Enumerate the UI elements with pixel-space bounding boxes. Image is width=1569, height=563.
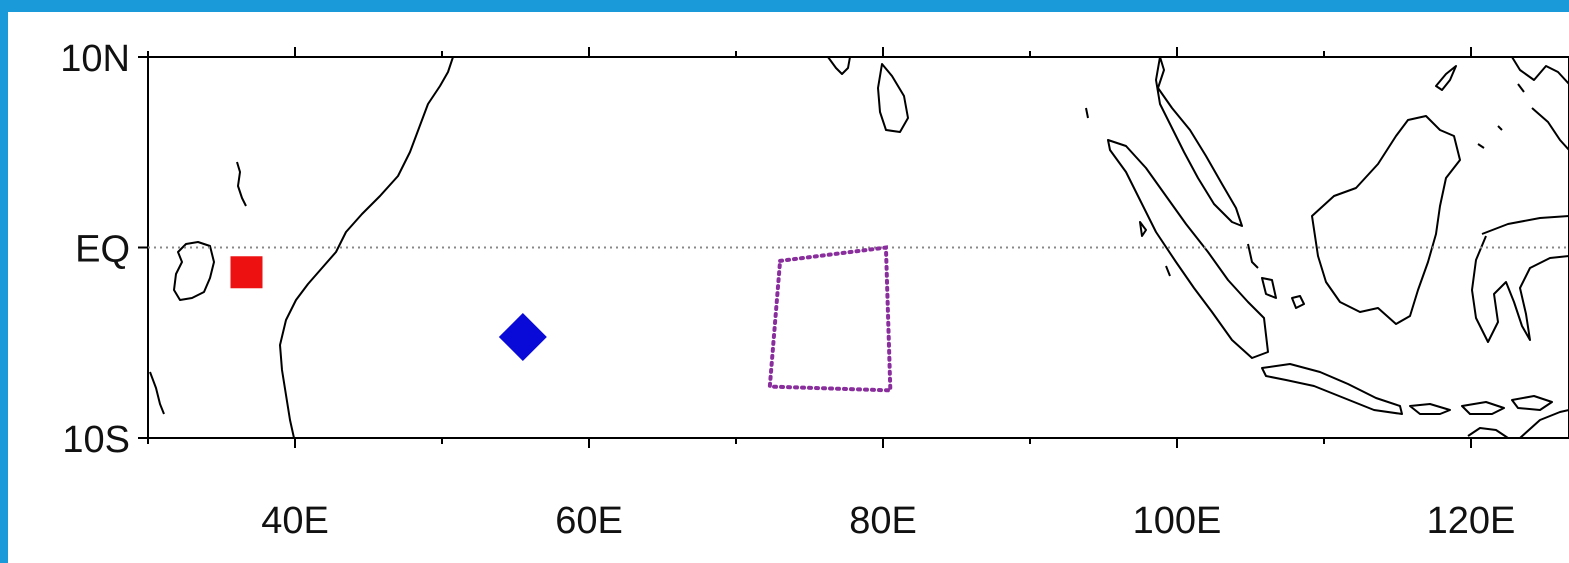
india-coastline xyxy=(827,57,851,75)
map-panel xyxy=(8,12,1569,563)
x-tick-label: 120E xyxy=(1427,500,1516,542)
lake-turkana xyxy=(236,161,247,207)
lake-victoria xyxy=(173,241,215,301)
x-tick-label: 80E xyxy=(849,500,917,542)
red-square-marker xyxy=(230,256,263,289)
lesser-sunda-islands xyxy=(1409,395,1553,415)
blue-diamond-marker xyxy=(498,313,547,362)
borneo xyxy=(1311,115,1461,325)
region-box xyxy=(767,245,893,393)
small-islands xyxy=(1085,83,1525,309)
philippines-coast xyxy=(1435,57,1569,151)
markers xyxy=(230,256,547,362)
sumatra xyxy=(1107,139,1269,359)
sri-lanka xyxy=(877,63,909,133)
x-tick-label: 100E xyxy=(1133,500,1222,542)
y-tick-label: 10N xyxy=(60,38,130,80)
y-tick-label: EQ xyxy=(75,229,130,271)
java xyxy=(1261,363,1403,415)
x-tick-label: 60E xyxy=(555,500,623,542)
malay-peninsula xyxy=(1155,57,1243,227)
y-tick-label: 10S xyxy=(62,419,130,461)
y-axis: 10N EQ 10S xyxy=(60,38,148,461)
timor-coast xyxy=(1467,409,1569,438)
sulawesi xyxy=(1471,215,1569,343)
x-tick-label: 40E xyxy=(261,500,329,542)
lake-tanganyika xyxy=(149,371,165,415)
africa-coastline xyxy=(279,57,454,438)
coastlines xyxy=(149,57,1569,438)
x-axis: 40E 60E 80E 100E 120E xyxy=(147,47,1516,542)
